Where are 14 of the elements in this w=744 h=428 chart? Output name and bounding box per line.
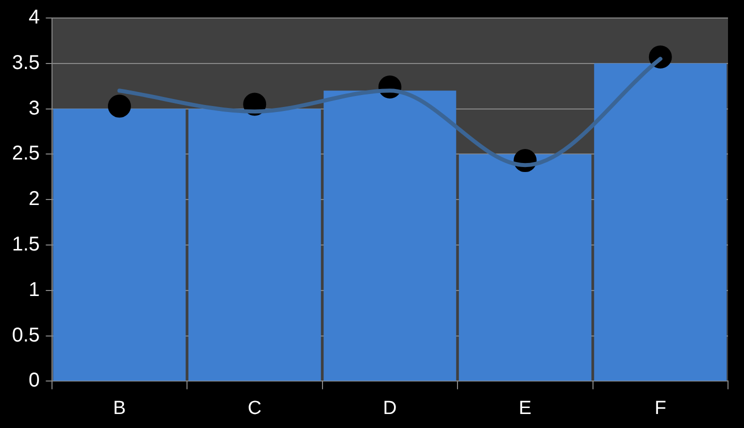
y-tick-label: 1 [28,278,40,301]
x-tick-label: C [248,398,262,419]
y-tick-label: 0.5 [12,324,40,346]
y-tick-label: 4 [28,6,40,29]
x-tick-label: D [383,398,397,419]
y-tick-label: 2 [28,188,40,210]
x-tick-label: E [518,398,532,419]
x-tick-label: F [654,398,666,419]
y-tick-label: 3 [28,97,40,120]
y-tick-label: 2.5 [12,142,40,165]
x-tick-label: B [113,398,126,419]
y-tick-label: 0 [28,370,40,392]
y-tick-label: 3.5 [12,52,40,74]
y-tick-label: 1.5 [12,234,40,256]
